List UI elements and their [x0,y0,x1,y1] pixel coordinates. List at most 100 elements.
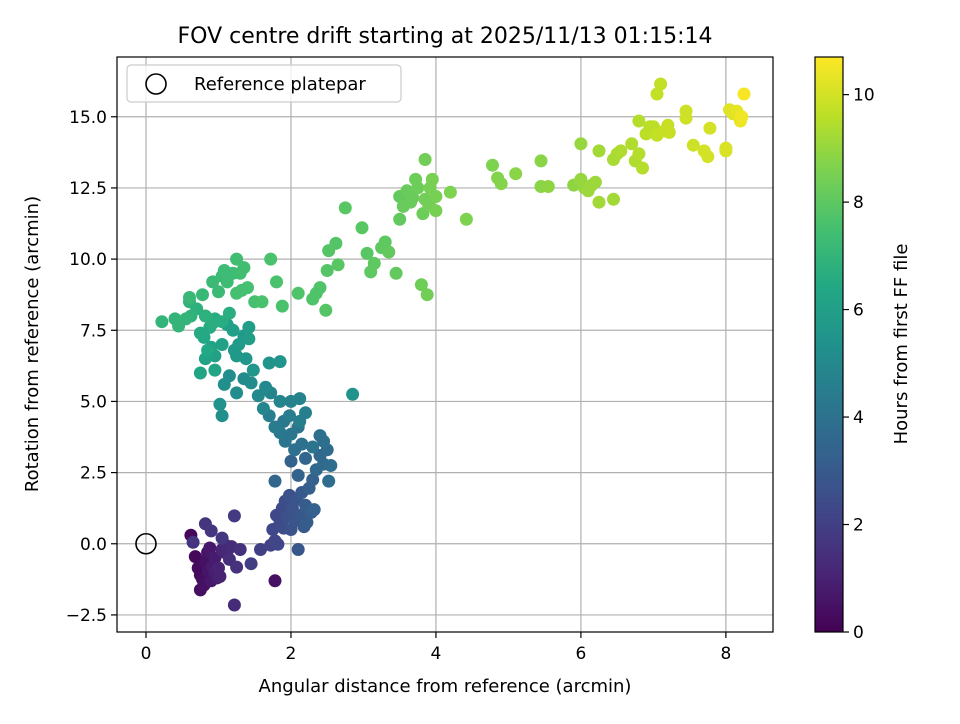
data-points [155,77,751,612]
x-tick-label: 2 [286,644,297,664]
data-point [255,295,269,309]
data-point [735,110,749,124]
data-point [268,420,282,434]
data-point [198,309,212,323]
data-point [237,372,251,386]
data-point [319,303,333,317]
data-point [425,172,439,186]
y-tick-label: 0.0 [80,535,107,555]
data-point [291,543,305,556]
data-point [306,473,320,487]
data-point [188,550,202,564]
data-point [331,258,345,272]
data-point [268,474,282,488]
data-point [686,138,700,152]
data-point [293,392,307,406]
data-point [273,394,287,408]
data-point [295,437,309,451]
data-point [270,275,283,289]
data-point [393,212,407,226]
data-point [206,275,220,289]
data-point [429,204,443,218]
data-point [320,264,334,277]
data-point [679,111,693,125]
y-axis-ticks: −2.5 0.0 2.5 5.0 7.5 10.0 12.5 15.0 [66,108,117,626]
data-point [201,343,215,357]
data-point [418,153,432,166]
data-point [459,212,473,226]
data-point [233,543,247,556]
y-tick-label: 2.5 [80,464,107,484]
y-tick-label: 10.0 [69,250,107,270]
data-point [429,190,443,203]
data-point [193,326,207,340]
data-point [271,537,285,551]
data-point [322,474,336,488]
data-point [291,468,305,482]
y-tick-label: −2.5 [66,606,107,626]
data-point [719,144,733,158]
data-point [632,114,646,128]
data-point [614,144,628,158]
data-point [284,454,298,468]
data-point [306,440,320,454]
legend-label: Reference platepar [194,74,366,95]
data-point [355,221,369,235]
x-axis-ticks: 0 2 4 6 8 [141,632,731,664]
data-point [283,409,296,423]
x-tick-label: 6 [575,644,586,664]
data-point [244,557,258,571]
data-point [486,158,499,172]
data-point [230,386,244,400]
data-point [420,288,434,302]
colorbar-tick-label: 2 [853,516,864,536]
data-point [155,315,169,329]
data-point [636,161,649,175]
data-point [338,201,352,215]
data-point [275,299,289,313]
data-point [313,281,327,295]
data-point [215,531,229,545]
data-point [360,246,374,260]
data-point [324,459,338,472]
data-point [329,236,343,250]
data-point [607,192,620,206]
data-point [215,338,229,351]
data-point [242,320,256,334]
data-point [701,150,715,164]
data-point [662,125,676,139]
data-point [217,377,231,391]
data-point [317,434,331,448]
data-point [196,288,209,302]
colorbar-tick-label: 6 [853,301,864,321]
grid-lines [117,57,773,632]
colorbar-label: Hours from first FF file [891,244,912,445]
data-point [414,278,428,292]
data-point [246,363,260,377]
legend-box [126,64,402,103]
data-point [299,406,312,420]
data-point [367,256,381,270]
data-point [273,355,287,369]
data-point [307,503,321,517]
data-point [237,261,251,275]
data-point [541,180,555,193]
data-point [212,285,225,299]
plot-frame [116,56,774,633]
data-point [222,306,236,320]
legend: Reference platepar [126,64,402,103]
data-point [215,409,229,423]
data-point [227,509,241,523]
data-point [204,524,218,538]
data-point [227,598,241,612]
data-point [389,266,403,280]
data-point [625,137,639,151]
data-point [256,402,270,415]
data-point [632,147,646,161]
data-point [703,121,717,135]
data-point [254,543,267,556]
data-point [346,387,360,401]
data-point [588,175,602,189]
